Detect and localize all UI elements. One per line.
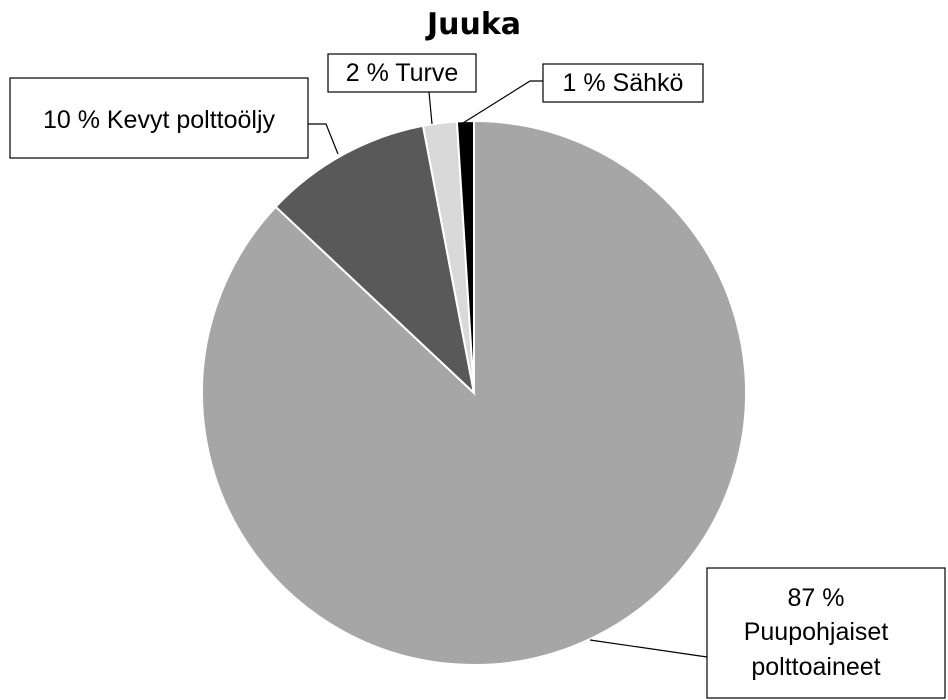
slice-label-2-line-0: 2 % Turve <box>346 59 459 87</box>
slice-label-0-line-1: Puupohjaiset <box>744 618 889 646</box>
slice-label-0-line-0: 87 % <box>788 584 845 612</box>
chart-title: Juuka <box>425 7 521 42</box>
slice-labels: 87 % Puupohjaiset polttoaineet 10 % Kevyt p… <box>9 53 946 699</box>
label-box-0 <box>706 567 946 699</box>
slice-label-1-line-0: 10 % Kevyt polttoöljy <box>43 106 276 134</box>
leader-line-3 <box>462 80 543 124</box>
slice-label-3-line-0: 1 % Sähkö <box>563 69 684 97</box>
leader-line-0 <box>589 639 708 658</box>
slice-label-0-line-2: polttoaineet <box>751 653 880 681</box>
label-leaders <box>308 80 708 658</box>
label-box-2 <box>327 53 477 93</box>
pie-slice-1 <box>274 124 476 396</box>
label-box-3 <box>542 63 704 103</box>
leader-line-2 <box>428 91 433 125</box>
pie-slices <box>200 119 747 666</box>
leader-line-1 <box>308 123 339 155</box>
pie-slice-0 <box>200 119 747 666</box>
label-box-1 <box>9 77 309 159</box>
